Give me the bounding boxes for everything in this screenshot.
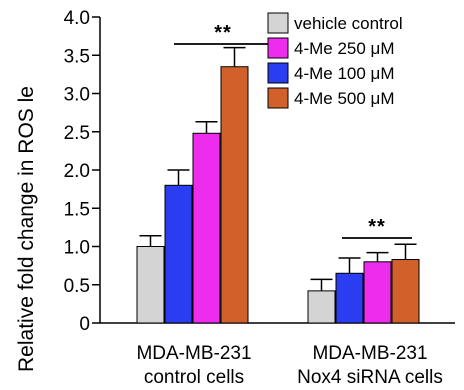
- y-axis: 0 0.5 1.0 1.5 2.0 2.5 3.0 3.5 4.0: [64, 8, 455, 335]
- category-label-line2: Nox4 siRNA cells: [297, 367, 443, 388]
- y-tick-label: 1.0: [64, 238, 90, 259]
- legend-label: 4-Me 100 μM: [294, 64, 395, 83]
- bar: [391, 259, 420, 324]
- y-axis-label: Relative fold change in ROS le: [15, 86, 38, 372]
- legend: vehicle control 4-Me 250 μM 4-Me 100 μM 4-M…: [267, 12, 403, 109]
- category-label-line1: MDA-MB-231: [136, 343, 251, 364]
- bar: [363, 261, 392, 324]
- y-tick-label: 2.0: [64, 161, 90, 182]
- y-tick-label: 3.5: [64, 46, 90, 67]
- bar: [307, 290, 336, 324]
- legend-swatch: [267, 12, 289, 34]
- y-tick-label: 0.5: [64, 276, 90, 297]
- category-label-line1: MDA-MB-231: [312, 343, 427, 364]
- bars-layer: [136, 46, 420, 324]
- y-tick-label: 0: [79, 314, 90, 335]
- legend-swatch: [267, 62, 289, 84]
- legend-label: vehicle control: [294, 14, 403, 33]
- y-tick-label: 1.5: [64, 199, 90, 220]
- bar: [192, 132, 221, 324]
- category-labels: MDA-MB-231 control cells MDA-MB-231 Nox4 si…: [136, 343, 442, 388]
- y-tick-label: 4.0: [64, 8, 90, 29]
- legend-swatch: [267, 37, 289, 59]
- legend-label: 4-Me 500 μM: [294, 89, 395, 108]
- significance-layer: ** **: [174, 22, 412, 239]
- category-label-line2: control cells: [144, 367, 244, 388]
- y-tick-label: 2.5: [64, 123, 90, 144]
- legend-label: 4-Me 250 μM: [294, 39, 395, 58]
- legend-swatch: [267, 87, 289, 109]
- y-tick-label: 3.0: [64, 85, 90, 106]
- bar: [335, 272, 364, 324]
- bar: [220, 66, 249, 324]
- bar: [136, 246, 165, 324]
- significance-label: **: [368, 216, 386, 238]
- significance-label: **: [214, 22, 232, 44]
- bar: [164, 184, 193, 324]
